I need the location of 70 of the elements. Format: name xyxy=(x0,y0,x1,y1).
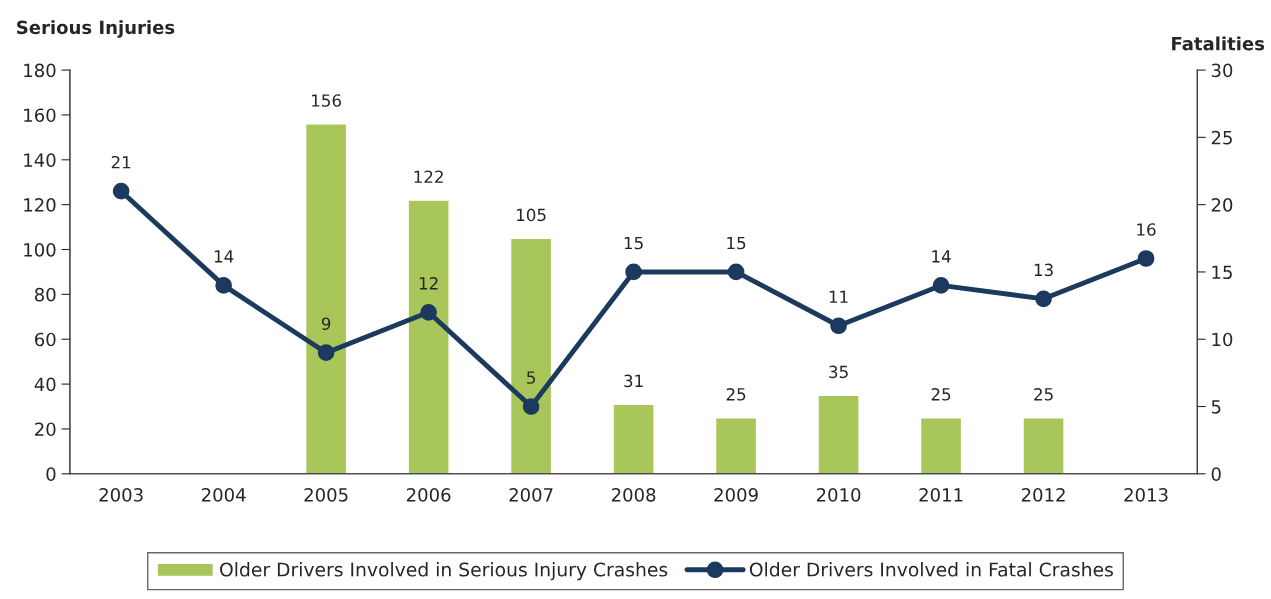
data-label: 156 xyxy=(312,94,341,107)
data-label: 25 xyxy=(931,388,951,401)
y2-tick-label: 10 xyxy=(1212,332,1233,347)
y2-tick-label: 0 xyxy=(1211,467,1221,481)
data-label: 14 xyxy=(214,250,234,263)
data-label: 25 xyxy=(1034,388,1053,401)
data-label: 13 xyxy=(1034,263,1053,277)
y-tick-label: 100 xyxy=(24,242,56,257)
y-tick-label: 180 xyxy=(24,63,56,78)
bar xyxy=(304,123,348,474)
y2-tick-label: 5 xyxy=(1211,400,1221,414)
x-tick-label: 2010 xyxy=(816,488,861,502)
bar xyxy=(509,237,553,474)
y2-tick-label: 20 xyxy=(1211,198,1233,212)
data-label: 15 xyxy=(727,236,746,250)
x-tick-label: 2005 xyxy=(304,488,348,502)
x-tick-label: 2003 xyxy=(99,488,143,502)
point xyxy=(1137,250,1155,267)
data-label: 105 xyxy=(517,208,546,222)
y-tick-label: 40 xyxy=(34,377,56,392)
y2-axis-title: Fatalities xyxy=(1172,36,1265,51)
bar xyxy=(714,417,758,474)
data-label: 12 xyxy=(419,277,438,290)
point xyxy=(830,317,847,335)
data-label: 14 xyxy=(932,250,951,263)
legend-label: Older Drivers Involved in Serious Injury Crashes xyxy=(220,562,668,581)
y2-tick-label: 30 xyxy=(1211,63,1233,78)
point xyxy=(317,344,335,362)
data-label: 25 xyxy=(726,388,746,401)
data-label: 21 xyxy=(111,155,131,169)
bar xyxy=(919,417,963,474)
y-tick-label: 140 xyxy=(24,153,56,167)
data-label: 5 xyxy=(527,371,535,384)
point xyxy=(420,303,437,321)
y-axis-title: Serious Injuries xyxy=(17,20,175,38)
data-label: 31 xyxy=(624,374,643,388)
x-tick-label: 2011 xyxy=(919,488,963,502)
y2-tick-label: 15 xyxy=(1212,265,1232,280)
point xyxy=(625,263,642,281)
point xyxy=(522,398,540,415)
y-tick-label: 160 xyxy=(24,108,56,123)
y-tick-label: 120 xyxy=(24,198,56,212)
y2-tick-label: 25 xyxy=(1211,130,1232,145)
point xyxy=(932,277,950,294)
data-label: 9 xyxy=(321,317,331,331)
bar xyxy=(1022,417,1065,474)
x-tick-label: 2012 xyxy=(1021,488,1065,502)
y-tick-label: 60 xyxy=(35,332,56,347)
point xyxy=(727,263,745,281)
y-tick-label: 20 xyxy=(35,422,56,437)
y-tick-label: 80 xyxy=(34,287,56,302)
x-tick-label: 2008 xyxy=(611,488,656,502)
x-tick-label: 2009 xyxy=(714,488,758,502)
data-label: 11 xyxy=(829,290,848,303)
data-label: 35 xyxy=(829,365,848,379)
x-tick-label: 2004 xyxy=(201,488,246,502)
x-tick-label: 2013 xyxy=(1124,488,1168,502)
data-label: 15 xyxy=(624,236,643,250)
y-tick-label: 0 xyxy=(46,467,56,481)
bar xyxy=(612,403,655,474)
data-label: 122 xyxy=(414,170,443,183)
x-tick-label: 2006 xyxy=(406,488,451,502)
point xyxy=(1035,290,1052,308)
data-label: 16 xyxy=(1137,223,1156,236)
bar xyxy=(407,199,450,474)
bar xyxy=(817,394,860,474)
x-tick-label: 2007 xyxy=(509,488,553,502)
point xyxy=(112,182,130,200)
point xyxy=(215,277,232,294)
legend-label: Older Drivers Involved in Fatal Crashes xyxy=(749,562,1113,577)
